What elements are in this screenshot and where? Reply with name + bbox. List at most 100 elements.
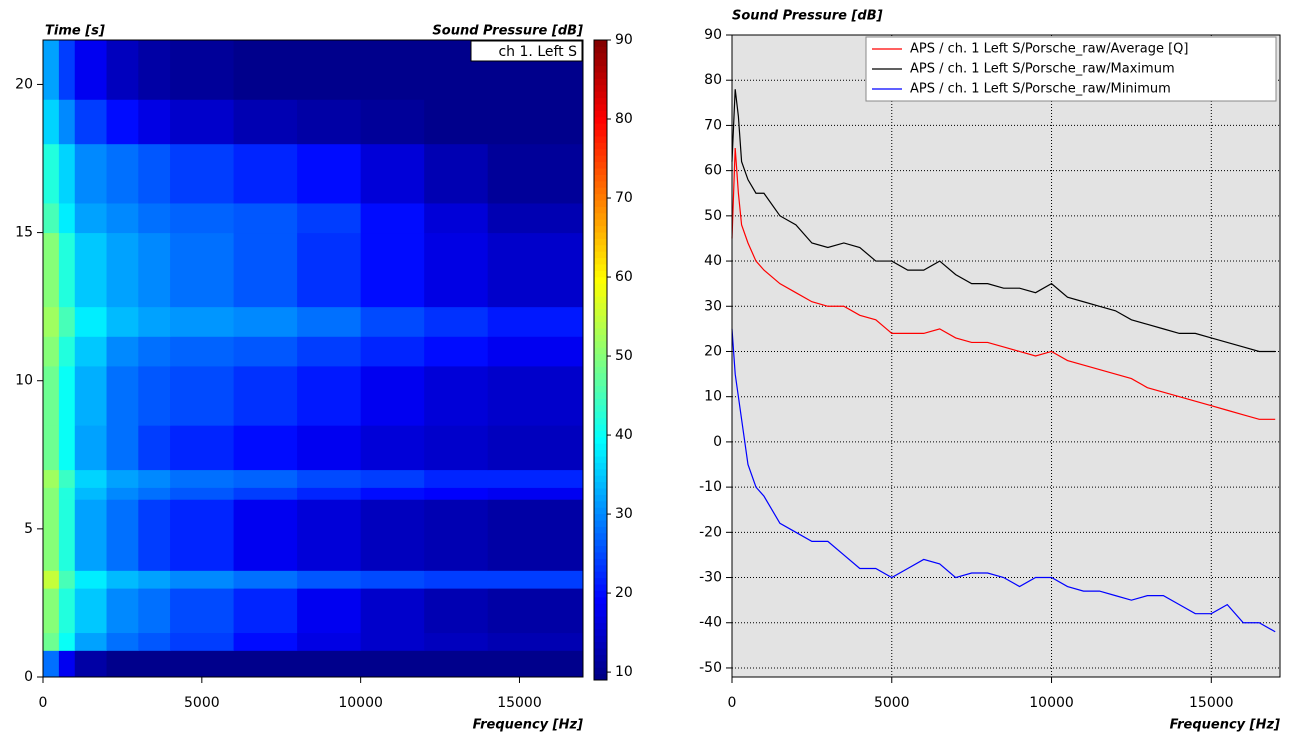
- colorbar-segment: [594, 315, 607, 323]
- heat-cell: [43, 365, 60, 426]
- heat-cell: [360, 365, 425, 426]
- heat-cell: [43, 570, 60, 589]
- heat-cell: [233, 143, 298, 204]
- colorbar-segment: [594, 353, 607, 361]
- heat-cell: [424, 232, 489, 308]
- colorbar-segment: [594, 475, 607, 483]
- heat-cell: [360, 336, 425, 367]
- series-line: [731, 147, 1276, 420]
- colorbar-segment: [594, 673, 607, 681]
- heat-cell: [170, 336, 235, 367]
- heat-cell: [170, 425, 235, 471]
- heat-cell: [360, 469, 425, 488]
- colorbar-segment: [594, 129, 607, 137]
- heat-cell: [74, 650, 108, 678]
- colorbar-segment: [594, 212, 607, 220]
- colorbar-segment: [594, 430, 607, 438]
- heat-cell: [233, 306, 298, 337]
- heat-cell: [424, 365, 489, 426]
- plot-frame: [42, 39, 584, 678]
- heat-cell: [138, 487, 171, 500]
- heat-cell: [233, 40, 298, 100]
- colorbar-segment: [594, 104, 607, 111]
- heat-cell: [106, 143, 139, 204]
- heat-cell: [74, 570, 108, 589]
- colorbar-segment: [594, 302, 607, 310]
- heat-cell: [43, 632, 60, 651]
- colorbar-tick-label: 80: [615, 111, 633, 127]
- y-tick-label: 5: [24, 521, 33, 537]
- series-line: [731, 89, 1276, 353]
- heat-cell: [424, 499, 489, 571]
- heat-cell: [297, 425, 362, 471]
- heat-cell: [74, 487, 108, 500]
- heat-cell: [106, 232, 139, 308]
- heat-cell: [487, 365, 584, 426]
- y-tick-label: 30: [704, 298, 722, 314]
- heat-cell: [360, 588, 425, 634]
- heat-cell: [424, 425, 489, 471]
- heat-cell: [487, 588, 584, 634]
- colorbar-frame: [593, 39, 608, 681]
- heat-cell: [360, 425, 425, 471]
- heat-cell: [58, 232, 76, 308]
- colorbar-segment: [594, 340, 607, 348]
- heat-cell: [138, 99, 171, 145]
- colorbar-segment: [594, 193, 607, 201]
- heat-cell: [487, 425, 584, 471]
- plot-frame: [731, 34, 1281, 678]
- heat-cell: [233, 650, 298, 678]
- heat-cell: [43, 336, 60, 367]
- heat-cell: [58, 425, 76, 471]
- heat-cell: [297, 650, 362, 678]
- heat-cell: [424, 588, 489, 634]
- colorbar-segment: [594, 321, 607, 329]
- colorbar-segment: [594, 507, 607, 515]
- heat-cell: [297, 143, 362, 204]
- heat-cell: [233, 202, 298, 234]
- colorbar-tick-label: 10: [615, 664, 633, 680]
- heat-cell: [487, 499, 584, 571]
- colorbar-segment: [594, 123, 607, 131]
- heat-cell: [424, 336, 489, 367]
- colorbar-segment: [594, 328, 607, 335]
- colorbar-segment: [594, 513, 607, 521]
- legend-label: APS / ch. 1 Left S/Porsche_raw/Minimum: [910, 82, 1171, 97]
- colorbar-segment: [594, 424, 607, 431]
- heat-cell: [74, 232, 108, 308]
- heat-cell: [233, 499, 298, 571]
- x-tick-label: 15000: [1189, 695, 1234, 711]
- heat-cell: [424, 202, 489, 234]
- colorbar-segment: [594, 500, 607, 508]
- heat-cell: [170, 487, 235, 500]
- x-tick-label: 0: [39, 695, 48, 711]
- heat-cell: [297, 99, 362, 145]
- heat-cell: [106, 202, 139, 234]
- heat-cell: [106, 40, 139, 100]
- colorbar-segment: [594, 334, 607, 342]
- annotation-box: [470, 40, 583, 62]
- colorbar-segment: [594, 161, 607, 169]
- heat-cell: [233, 469, 298, 488]
- y-tick-label: 20: [15, 76, 33, 92]
- heat-cell: [74, 365, 108, 426]
- colorbar-segment: [594, 46, 607, 54]
- colorbar-segment: [594, 654, 607, 662]
- x-tick-label: 10000: [1029, 695, 1074, 711]
- heat-cell: [233, 425, 298, 471]
- heat-cell: [424, 306, 489, 337]
- heat-cell: [170, 232, 235, 308]
- heat-cell: [138, 650, 171, 678]
- colorbar-segment: [594, 168, 607, 175]
- colorbar-segment: [594, 660, 607, 668]
- heat-cell: [170, 143, 235, 204]
- heat-cell: [58, 588, 76, 634]
- colorbar-segment: [594, 564, 607, 572]
- colorbar-segment: [594, 206, 607, 214]
- heat-cell: [233, 570, 298, 589]
- heat-cell: [170, 365, 235, 426]
- heat-cell: [297, 336, 362, 367]
- colorbar-segment: [594, 596, 607, 604]
- y-tick-label: 0: [24, 669, 33, 685]
- heat-cell: [138, 306, 171, 337]
